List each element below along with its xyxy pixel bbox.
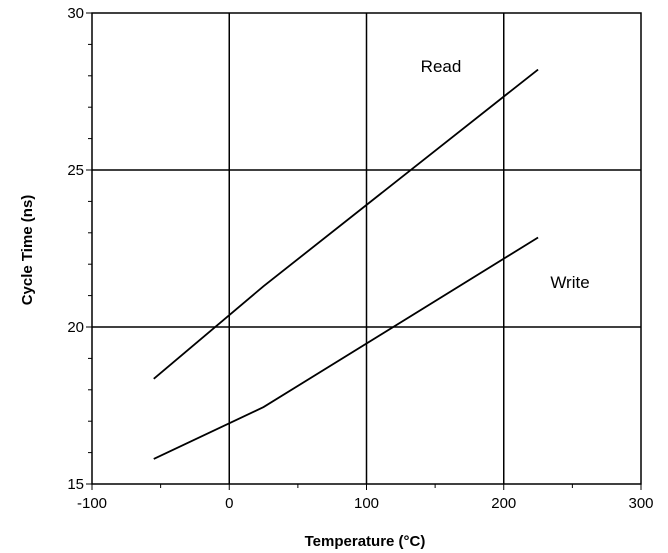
- tick-labels: -100 0 100 200 300 15 20 25 30: [67, 5, 653, 512]
- series-label-write: Write: [550, 273, 589, 292]
- y-tick-label: 25: [67, 162, 84, 179]
- x-tick-label: 300: [628, 495, 653, 512]
- y-axis-title: Cycle Time (ns): [19, 195, 36, 306]
- x-tick-label: -100: [77, 495, 107, 512]
- series-label-read: Read: [421, 57, 462, 76]
- x-axis-title: Temperature (°C): [305, 533, 426, 550]
- axis-ticks: [86, 12, 642, 490]
- series-labels: Read Write: [421, 57, 590, 292]
- x-tick-label: 200: [491, 495, 516, 512]
- series-line-write: [153, 236, 539, 460]
- series-line-read: [153, 68, 539, 380]
- y-tick-label: 20: [67, 319, 84, 336]
- series-lines: [153, 68, 539, 460]
- x-tick-label: 100: [354, 495, 379, 512]
- y-tick-label: 30: [67, 5, 84, 22]
- gridlines: [92, 13, 641, 484]
- y-tick-label: 15: [67, 476, 84, 493]
- x-tick-label: 0: [225, 495, 233, 512]
